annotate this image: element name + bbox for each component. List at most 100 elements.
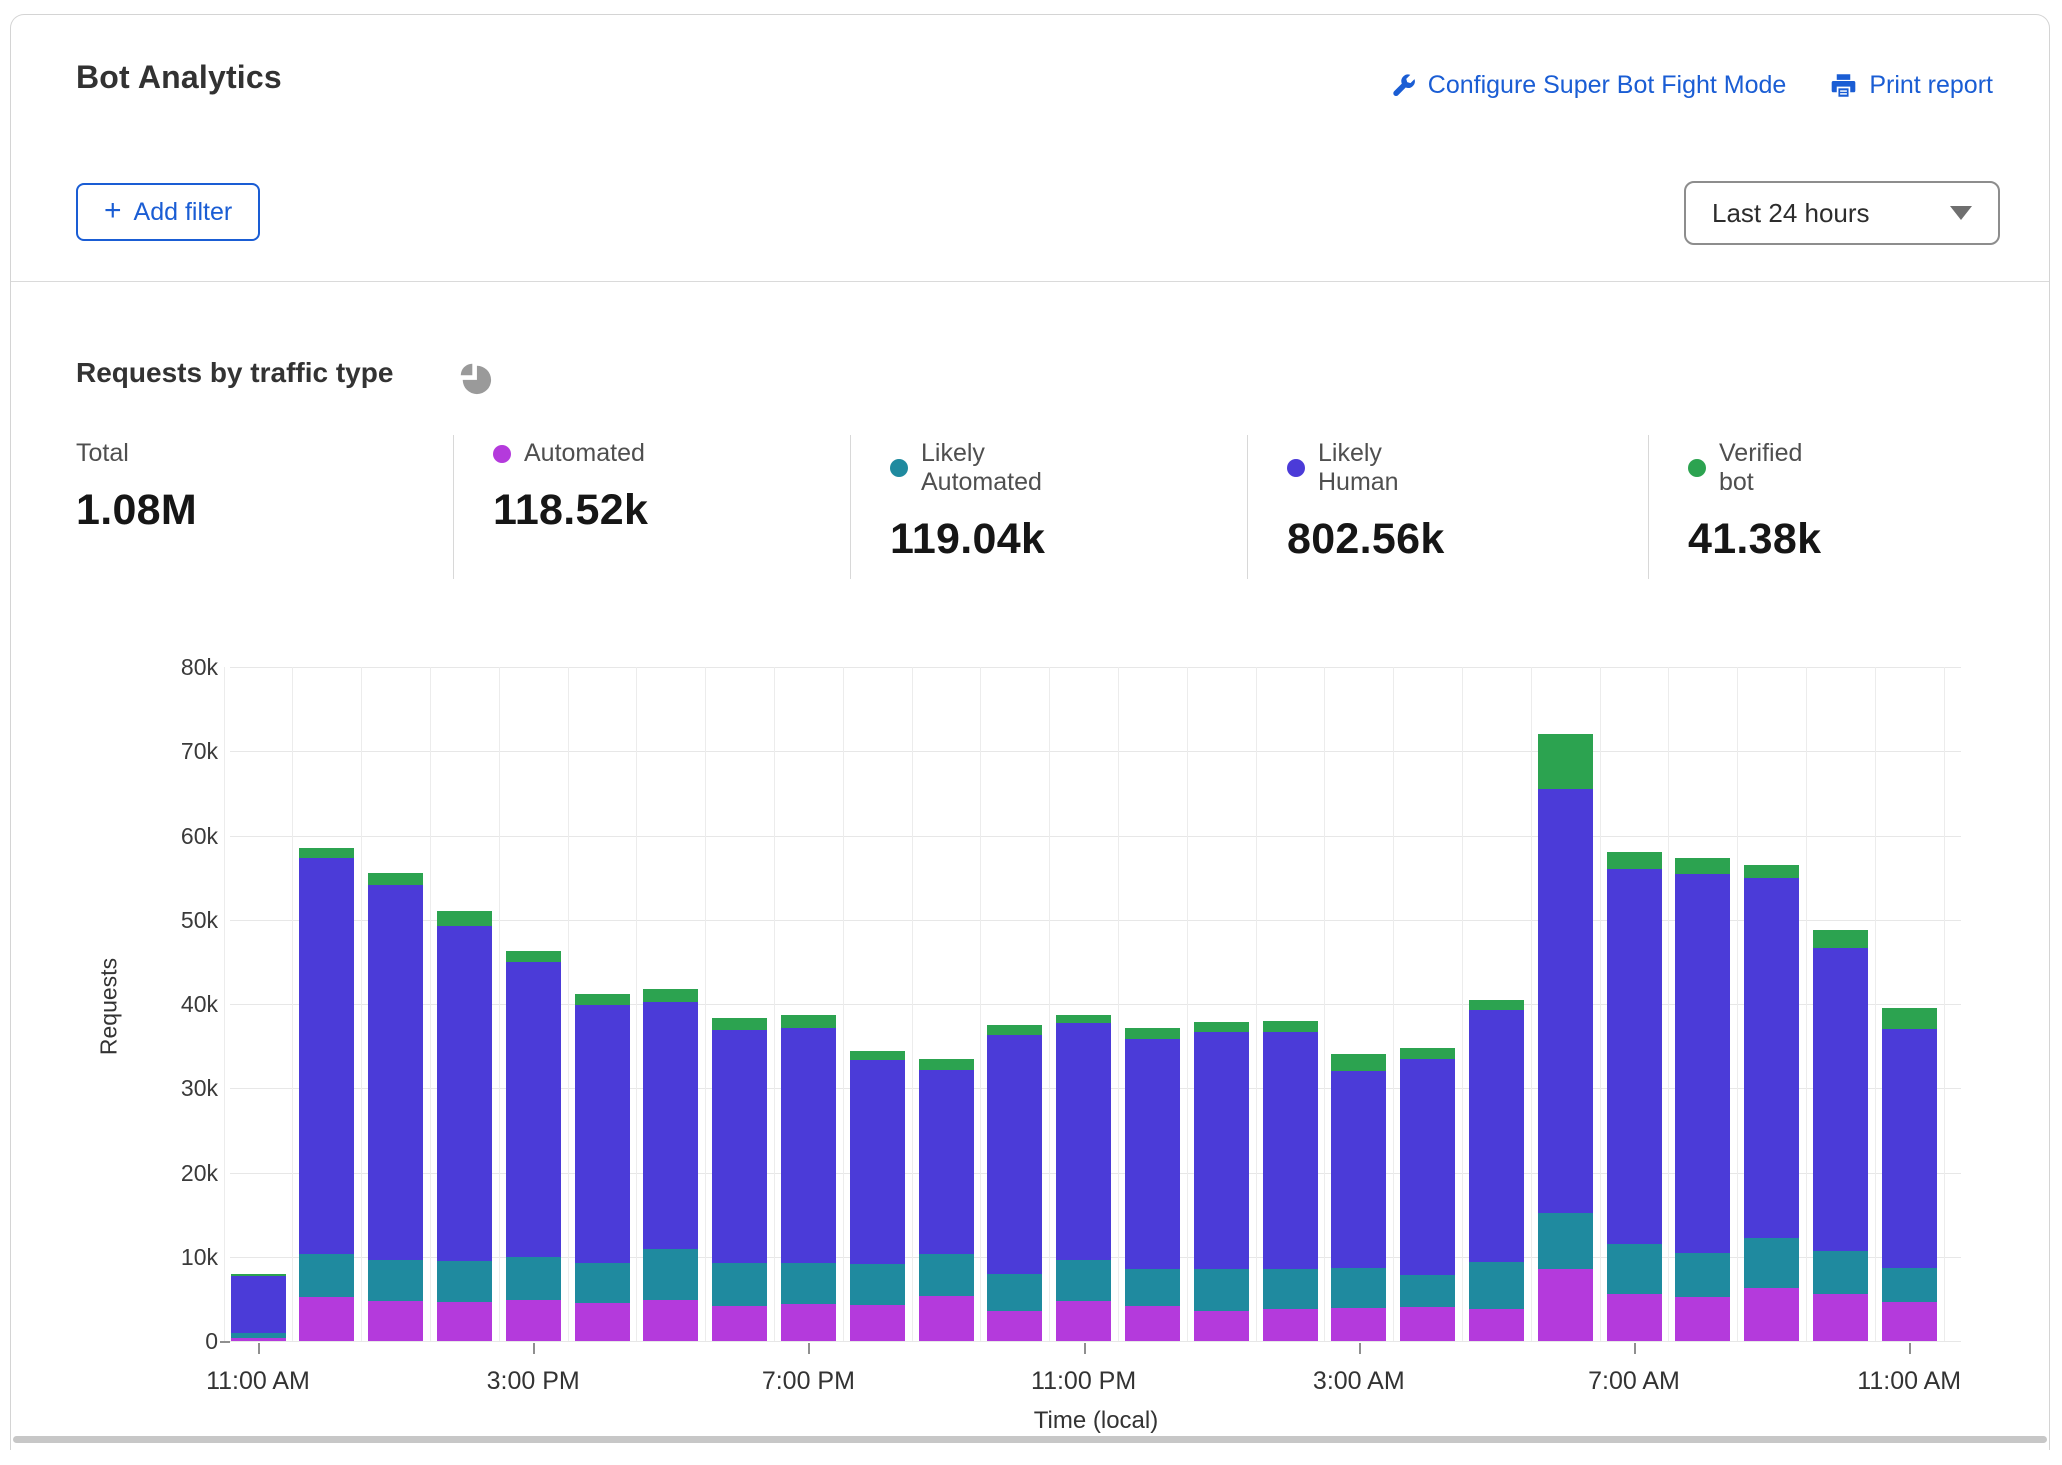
bar-segment-automated[interactable] (1675, 1297, 1731, 1341)
time-range-select[interactable]: Last 24 hours (1684, 181, 2000, 245)
bar-segment-likely-human[interactable] (368, 885, 424, 1261)
bar-segment-likely-automated[interactable] (1400, 1275, 1456, 1308)
bar-segment-automated[interactable] (299, 1297, 355, 1341)
bar-segment-likely-automated[interactable] (505, 1256, 561, 1300)
bar-segment-likely-automated[interactable] (1193, 1269, 1249, 1311)
bar-segment-automated[interactable] (1331, 1308, 1387, 1341)
bar-segment-automated[interactable] (1124, 1305, 1180, 1341)
bar-segment-likely-automated[interactable] (436, 1260, 492, 1303)
bar-segment-likely-automated[interactable] (918, 1254, 974, 1297)
bar-segment-likely-automated[interactable] (780, 1263, 836, 1304)
bar-segment-verified-bot[interactable] (368, 872, 424, 886)
bar-segment-verified-bot[interactable] (1606, 852, 1662, 870)
bar-segment-verified-bot[interactable] (1056, 1014, 1112, 1024)
bar-segment-likely-automated[interactable] (987, 1273, 1043, 1311)
bar-segment-likely-human[interactable] (1468, 1009, 1524, 1262)
bar-segment-likely-automated[interactable] (230, 1333, 286, 1338)
bar-segment-likely-human[interactable] (1537, 789, 1593, 1213)
bar-segment-likely-automated[interactable] (712, 1262, 768, 1306)
bar-segment-likely-human[interactable] (780, 1027, 836, 1264)
bar-segment-automated[interactable] (1881, 1302, 1937, 1341)
bar-segment-verified-bot[interactable] (849, 1051, 905, 1061)
bar-segment-verified-bot[interactable] (1537, 734, 1593, 790)
bar-segment-automated[interactable] (1812, 1293, 1868, 1341)
bar-segment-likely-automated[interactable] (1331, 1267, 1387, 1309)
bar-segment-likely-human[interactable] (1675, 874, 1731, 1254)
bar-segment-likely-human[interactable] (1124, 1039, 1180, 1269)
bar-segment-verified-bot[interactable] (1400, 1047, 1456, 1059)
bar-segment-likely-automated[interactable] (1744, 1238, 1800, 1288)
bar-segment-verified-bot[interactable] (1881, 1008, 1937, 1030)
bar-segment-automated[interactable] (1056, 1301, 1112, 1341)
bar-segment-likely-automated[interactable] (368, 1260, 424, 1302)
bar-segment-likely-human[interactable] (849, 1060, 905, 1265)
bar-segment-likely-human[interactable] (1262, 1031, 1318, 1270)
bar-segment-verified-bot[interactable] (1193, 1021, 1249, 1032)
bar-segment-verified-bot[interactable] (299, 848, 355, 859)
bar-segment-verified-bot[interactable] (1468, 999, 1524, 1010)
configure-super-bot-fight-mode-link[interactable]: Configure Super Bot Fight Mode (1390, 71, 1786, 100)
bar-segment-verified-bot[interactable] (230, 1273, 286, 1277)
bar-segment-automated[interactable] (1262, 1308, 1318, 1341)
bar-segment-automated[interactable] (230, 1337, 286, 1341)
print-report-link[interactable]: Print report (1830, 71, 1993, 100)
bar-segment-likely-human[interactable] (1606, 869, 1662, 1245)
bar-segment-automated[interactable] (987, 1310, 1043, 1341)
bar-segment-likely-automated[interactable] (1056, 1260, 1112, 1302)
bar-segment-likely-human[interactable] (643, 1002, 699, 1250)
bar-segment-automated[interactable] (1400, 1307, 1456, 1341)
bar-segment-likely-automated[interactable] (1124, 1268, 1180, 1306)
bar-segment-likely-automated[interactable] (1881, 1267, 1937, 1303)
bar-segment-verified-bot[interactable] (574, 993, 630, 1005)
bar-segment-likely-human[interactable] (1812, 947, 1868, 1251)
bar-segment-likely-human[interactable] (230, 1276, 286, 1334)
bar-segment-automated[interactable] (1537, 1269, 1593, 1341)
bar-segment-likely-automated[interactable] (1537, 1212, 1593, 1270)
bar-segment-verified-bot[interactable] (780, 1014, 836, 1028)
bar-segment-likely-automated[interactable] (1262, 1269, 1318, 1309)
bar-segment-verified-bot[interactable] (1331, 1053, 1387, 1071)
bar-segment-likely-human[interactable] (712, 1030, 768, 1263)
bar-segment-likely-automated[interactable] (1606, 1244, 1662, 1294)
bar-segment-automated[interactable] (505, 1299, 561, 1341)
bar-segment-likely-automated[interactable] (299, 1254, 355, 1298)
bar-segment-likely-human[interactable] (1193, 1031, 1249, 1270)
bar-segment-likely-human[interactable] (1881, 1029, 1937, 1268)
bar-segment-likely-automated[interactable] (1468, 1261, 1524, 1309)
bar-segment-automated[interactable] (712, 1305, 768, 1341)
bar-segment-likely-human[interactable] (1331, 1070, 1387, 1268)
bar-segment-verified-bot[interactable] (436, 911, 492, 926)
bar-segment-likely-human[interactable] (1056, 1023, 1112, 1261)
bar-segment-verified-bot[interactable] (1744, 864, 1800, 879)
bar-segment-verified-bot[interactable] (918, 1058, 974, 1070)
bar-segment-likely-human[interactable] (1744, 878, 1800, 1239)
bar-segment-verified-bot[interactable] (1812, 929, 1868, 948)
bar-segment-likely-human[interactable] (299, 858, 355, 1255)
bar-segment-likely-human[interactable] (574, 1004, 630, 1263)
bar-segment-likely-automated[interactable] (1812, 1250, 1868, 1294)
bar-segment-likely-human[interactable] (505, 961, 561, 1257)
bar-segment-verified-bot[interactable] (1124, 1027, 1180, 1040)
bar-segment-automated[interactable] (1744, 1287, 1800, 1341)
bar-segment-automated[interactable] (368, 1301, 424, 1341)
bar-segment-automated[interactable] (1193, 1310, 1249, 1341)
bar-segment-verified-bot[interactable] (1262, 1020, 1318, 1032)
bar-segment-verified-bot[interactable] (712, 1018, 768, 1031)
bar-segment-likely-human[interactable] (987, 1035, 1043, 1274)
bar-segment-automated[interactable] (1606, 1293, 1662, 1341)
bar-segment-automated[interactable] (918, 1296, 974, 1341)
bar-segment-automated[interactable] (1468, 1308, 1524, 1341)
bar-segment-automated[interactable] (436, 1302, 492, 1341)
bar-segment-automated[interactable] (574, 1303, 630, 1341)
bar-segment-likely-human[interactable] (1400, 1058, 1456, 1276)
bar-segment-verified-bot[interactable] (505, 950, 561, 962)
bar-segment-automated[interactable] (643, 1299, 699, 1341)
bar-segment-likely-automated[interactable] (574, 1262, 630, 1304)
bar-segment-likely-automated[interactable] (643, 1249, 699, 1300)
bar-segment-verified-bot[interactable] (987, 1025, 1043, 1036)
bar-segment-automated[interactable] (849, 1304, 905, 1341)
bar-segment-likely-automated[interactable] (1675, 1253, 1731, 1298)
bar-segment-likely-automated[interactable] (849, 1264, 905, 1305)
bar-segment-automated[interactable] (780, 1303, 836, 1341)
add-filter-button[interactable]: + Add filter (76, 183, 261, 241)
